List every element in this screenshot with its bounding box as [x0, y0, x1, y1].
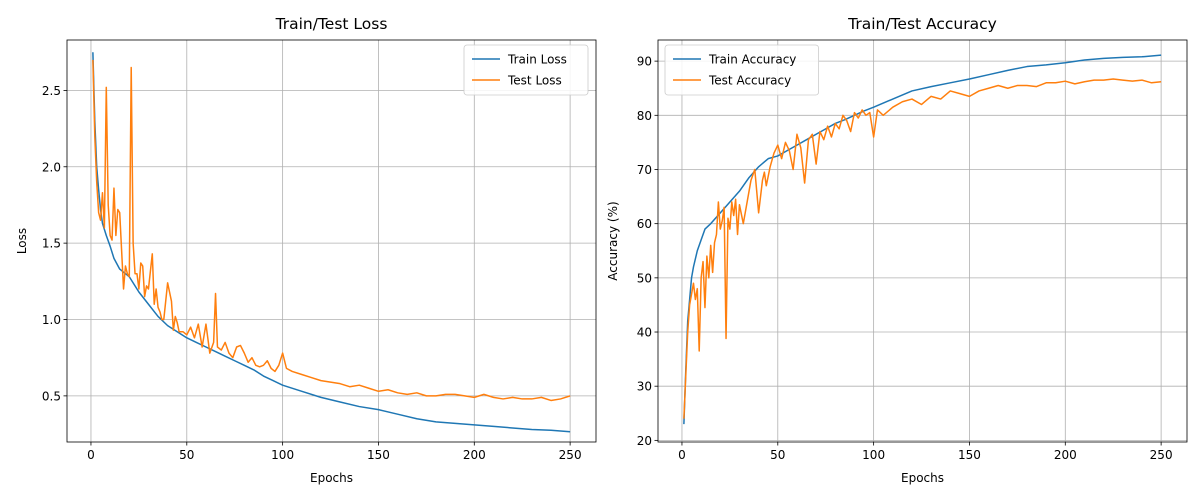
y-tick-label: 30	[637, 380, 652, 394]
chart-1: 0 50 100 150 200 250 20 30 40 50 60 70 80 90 Train/Tes…	[606, 15, 1188, 485]
axes-frame	[657, 39, 1188, 443]
y-tick-label: 60	[637, 217, 652, 231]
chart-title: Train/Test Loss	[275, 15, 388, 33]
x-tick-label: 50	[179, 448, 194, 462]
x-tick-label: 200	[1054, 448, 1077, 462]
legend-label: Test Loss	[507, 74, 562, 88]
y-axis-label: Loss	[15, 228, 29, 254]
y-tick-label: 1.5	[42, 237, 61, 251]
legend-label: Train Loss	[507, 53, 567, 67]
x-axis-label: Epochs	[901, 471, 944, 485]
legend-box	[664, 44, 820, 96]
x-tick-label: 250	[1150, 448, 1173, 462]
chart-title: Train/Test Accuracy	[847, 15, 997, 33]
y-tick-label: 90	[637, 55, 652, 69]
x-tick-label: 200	[463, 448, 486, 462]
legend-box	[463, 44, 589, 96]
series-line-train-accuracy	[683, 54, 1162, 425]
x-tick-label: 250	[559, 448, 582, 462]
y-tick-label: 20	[637, 434, 652, 448]
y-tick-label: 40	[637, 326, 652, 340]
series-line-test-accuracy	[683, 78, 1162, 419]
axes-frame	[66, 39, 597, 443]
x-tick-label: 0	[87, 448, 95, 462]
y-tick-label: 1.0	[42, 313, 61, 327]
chart-0: 0 50 100 150 200 250 0.5 1.0 1.5 2.0 2.5 Train/Test…	[15, 15, 597, 485]
series-line-train-loss	[92, 52, 571, 433]
legend-label: Test Accuracy	[708, 74, 791, 88]
x-tick-label: 0	[678, 448, 686, 462]
legend-label: Train Accuracy	[708, 53, 796, 67]
legend: Train Loss Test Loss	[463, 44, 589, 96]
y-tick-label: 2.5	[42, 84, 61, 98]
y-axis-label: Accuracy (%)	[606, 201, 620, 280]
series-line-test-loss	[92, 59, 571, 402]
x-tick-label: 100	[862, 448, 885, 462]
x-tick-label: 100	[271, 448, 294, 462]
x-tick-label: 150	[958, 448, 981, 462]
y-tick-label: 80	[637, 109, 652, 123]
y-tick-label: 50	[637, 271, 652, 285]
x-axis-label: Epochs	[310, 471, 353, 485]
legend: Train Accuracy Test Accuracy	[664, 44, 820, 96]
x-tick-label: 150	[367, 448, 390, 462]
y-tick-label: 0.5	[42, 389, 61, 403]
x-tick-label: 50	[770, 448, 785, 462]
y-tick-label: 70	[637, 163, 652, 177]
y-tick-label: 2.0	[42, 160, 61, 174]
